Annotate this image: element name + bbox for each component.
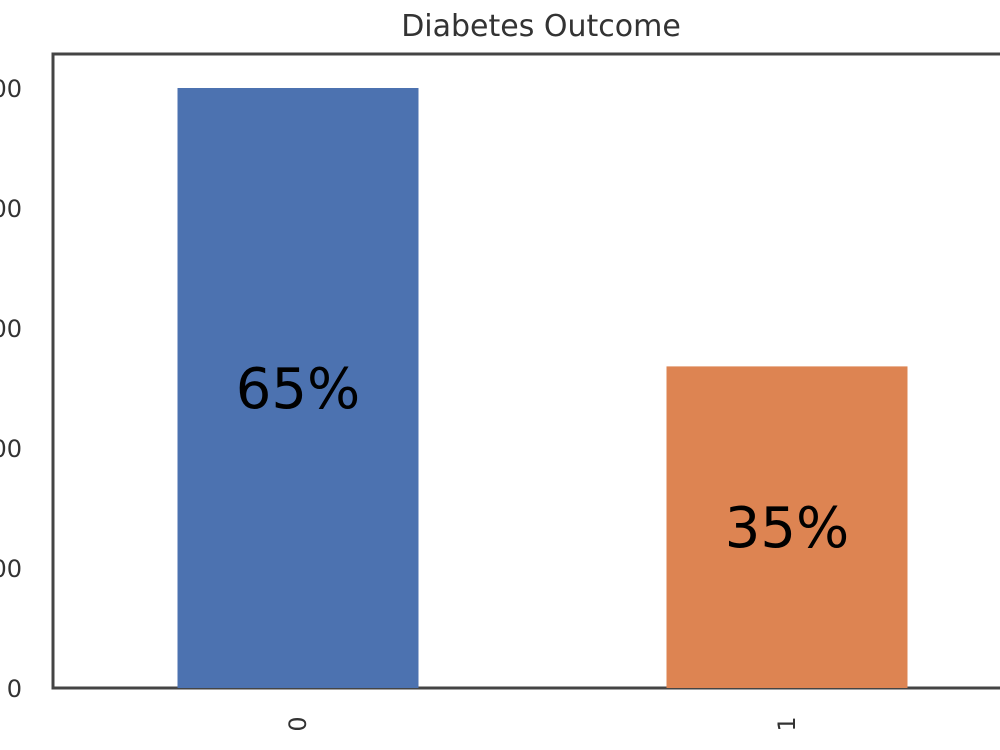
- y-axis-ticks: 00000000000: [0, 75, 22, 703]
- bars: 65% 35%: [177, 88, 908, 688]
- y-tick-label-200: 00: [0, 435, 22, 463]
- x-tick-label-0: 0: [284, 716, 312, 731]
- y-tick-label-0: 0: [7, 675, 22, 703]
- y-tick-label-500: 00: [0, 75, 22, 103]
- x-tick-label-1: 1: [773, 716, 801, 731]
- y-tick-label-300: 00: [0, 315, 22, 343]
- bar-value-label-1: 35%: [725, 496, 849, 561]
- y-tick-label-400: 00: [0, 195, 22, 223]
- bar-0: [177, 88, 419, 688]
- bar-1: [666, 366, 908, 688]
- bar-value-label-0: 65%: [236, 357, 360, 422]
- plot-frame: [51, 52, 1000, 690]
- y-tick-label-100: 00: [0, 555, 22, 583]
- chart-title: Diabetes Outcome: [401, 9, 681, 44]
